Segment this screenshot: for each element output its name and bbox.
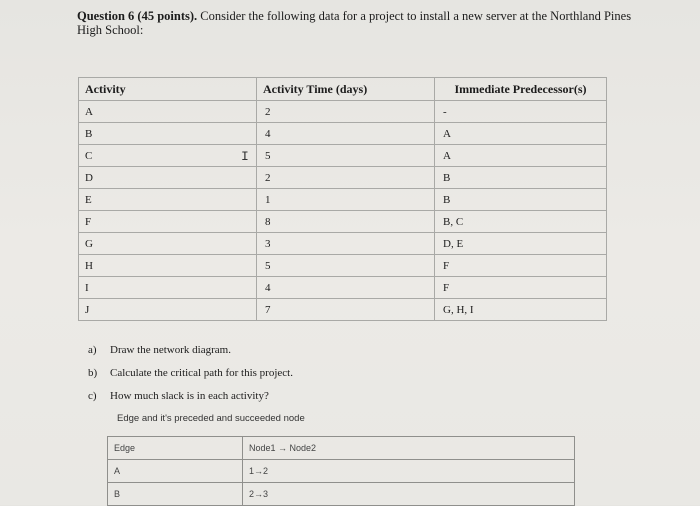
predecessor-cell: B bbox=[434, 166, 607, 189]
question-heading: Question 6 (45 points). bbox=[77, 9, 198, 23]
table-row: J 7 G, H, I bbox=[78, 298, 607, 321]
activity-cell: D bbox=[78, 166, 257, 189]
predecessor-cell: B bbox=[434, 188, 607, 211]
part-b: b) Calculate the critical path for this p… bbox=[88, 367, 293, 379]
header-edge: Edge bbox=[107, 436, 243, 460]
text-cursor-icon: I bbox=[241, 149, 249, 164]
time-cell: 2 bbox=[256, 166, 435, 189]
activity-cell: E bbox=[78, 188, 257, 211]
table-row: A 1→2 bbox=[107, 459, 575, 483]
activity-table: Activity Activity Time (days) Immediate … bbox=[78, 77, 607, 321]
activity-cell: C bbox=[78, 144, 257, 167]
table-row: F 8 B, C bbox=[78, 210, 607, 233]
header-activity-time: Activity Time (days) bbox=[256, 77, 435, 101]
time-cell: 7 bbox=[256, 298, 435, 321]
time-cell: 5 bbox=[256, 144, 435, 167]
predecessor-cell: - bbox=[434, 100, 607, 123]
activity-cell: I bbox=[78, 276, 257, 299]
header-activity: Activity bbox=[78, 77, 257, 101]
time-cell: 4 bbox=[256, 122, 435, 145]
time-cell: 2 bbox=[256, 100, 435, 123]
predecessor-cell: D, E bbox=[434, 232, 607, 255]
predecessor-cell: F bbox=[434, 276, 607, 299]
predecessor-cell: B, C bbox=[434, 210, 607, 233]
edge-caption: Edge and it's preceded and succeeded nod… bbox=[117, 413, 305, 424]
time-cell: 8 bbox=[256, 210, 435, 233]
edge-cell: B bbox=[107, 482, 243, 506]
activity-cell: B bbox=[78, 122, 257, 145]
question-parts: a) Draw the network diagram. b) Calculate … bbox=[88, 339, 293, 408]
time-cell: 5 bbox=[256, 254, 435, 277]
nodes-cell: 2→3 bbox=[242, 482, 575, 506]
table-row: B 2→3 bbox=[107, 482, 575, 506]
activity-cell: A bbox=[78, 100, 257, 123]
table-row: G 3 D, E bbox=[78, 232, 607, 255]
predecessor-cell: G, H, I bbox=[434, 298, 607, 321]
activity-cell: F bbox=[78, 210, 257, 233]
edge-header-row: Edge Node1 → Node2 bbox=[107, 436, 575, 460]
time-cell: 1 bbox=[256, 188, 435, 211]
table-header-row: Activity Activity Time (days) Immediate … bbox=[78, 77, 607, 101]
edge-table: Edge Node1 → Node2 A 1→2 B 2→3 bbox=[107, 436, 575, 506]
predecessor-cell: A bbox=[434, 122, 607, 145]
nodes-cell: 1→2 bbox=[242, 459, 575, 483]
question-body: Consider the following data for a projec… bbox=[77, 9, 632, 37]
edge-cell: A bbox=[107, 459, 243, 483]
time-cell: 3 bbox=[256, 232, 435, 255]
question-text: Question 6 (45 points). Consider the fol… bbox=[77, 9, 637, 37]
predecessor-cell: A bbox=[434, 144, 607, 167]
part-c: c) How much slack is in each activity? bbox=[88, 390, 269, 402]
predecessor-cell: F bbox=[434, 254, 607, 277]
header-predecessors: Immediate Predecessor(s) bbox=[434, 77, 607, 101]
part-a: a) Draw the network diagram. bbox=[88, 344, 231, 356]
activity-cell: G bbox=[78, 232, 257, 255]
activity-cell: J bbox=[78, 298, 257, 321]
time-cell: 4 bbox=[256, 276, 435, 299]
header-nodes: Node1 → Node2 bbox=[242, 436, 575, 460]
activity-cell: H bbox=[78, 254, 257, 277]
